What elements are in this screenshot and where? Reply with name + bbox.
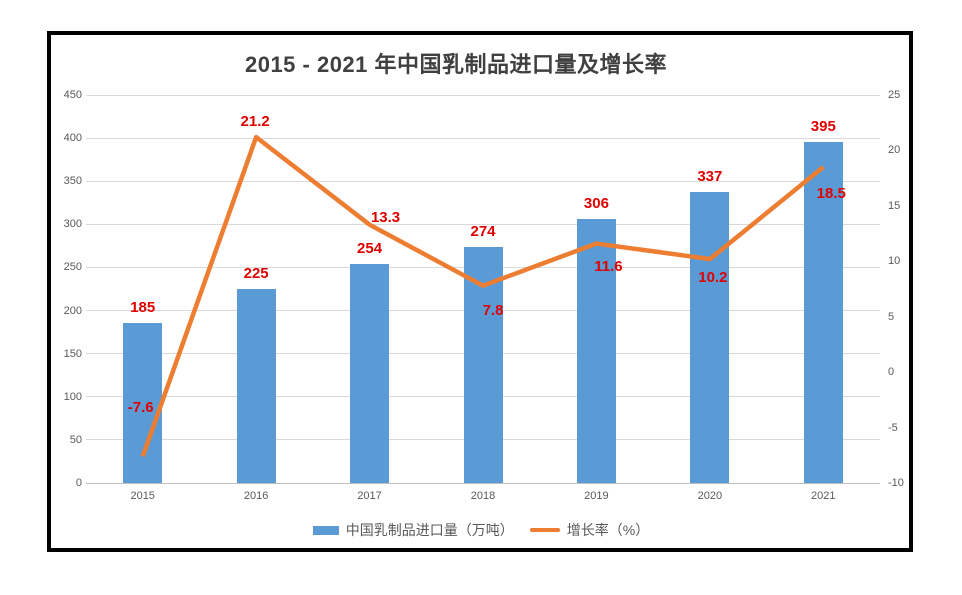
legend: 中国乳制品进口量（万吨） 增长率（%） (0, 520, 962, 540)
bar-value-label: 225 (243, 265, 269, 282)
bar-value-label: 306 (583, 195, 609, 213)
x-axis-category-label: 2016 (243, 490, 269, 502)
bar (350, 263, 390, 483)
line-value-label: 13.3 (370, 208, 401, 226)
x-axis-category-label: 2017 (357, 490, 382, 502)
line-value-label: 11.6 (594, 257, 623, 275)
legend-item-imports: 中国乳制品进口量（万吨） (312, 520, 514, 540)
right-axis-tick-label: -10 (888, 477, 904, 489)
gridline (86, 94, 880, 96)
bar (236, 289, 276, 483)
line-value-label: 10.2 (698, 269, 728, 287)
left-axis-tick-label: 150 (63, 347, 82, 360)
right-axis-tick-label: 0 (888, 366, 895, 379)
x-axis-category-label: 2021 (811, 490, 836, 502)
line-value-label: -7.6 (127, 399, 154, 417)
legend-item-growth: 增长率（%） (529, 520, 650, 540)
left-axis-tick-label: 450 (63, 89, 82, 101)
left-axis-tick-label: 400 (63, 132, 82, 145)
left-axis-tick-label: 0 (75, 477, 82, 489)
x-axis-category-label: 2020 (697, 490, 723, 502)
right-axis-tick-label: 20 (888, 144, 901, 157)
left-axis-tick-label: 50 (69, 433, 82, 446)
left-axis-tick-label: 200 (63, 304, 82, 317)
legend-label-growth: 增长率（%） (566, 522, 650, 538)
left-axis-tick-label: 250 (63, 261, 82, 274)
left-axis-tick-label: 300 (63, 218, 82, 231)
right-axis-tick-label: 5 (888, 310, 895, 323)
left-axis-tick-label: 100 (63, 390, 82, 403)
bar (803, 142, 843, 483)
line-value-label: 21.2 (240, 113, 270, 131)
growth-line (140, 134, 825, 458)
x-axis-category-label: 2018 (470, 490, 496, 502)
bar-value-label: 395 (810, 118, 836, 136)
line-value-label: 7.8 (482, 301, 504, 319)
legend-label-imports: 中国乳制品进口量（万吨） (345, 522, 514, 538)
bar-value-label: 337 (697, 168, 723, 186)
gridline (86, 137, 880, 139)
bar-value-label: 274 (470, 222, 496, 240)
right-axis-tick-label: -5 (888, 421, 898, 434)
gridline (86, 180, 880, 182)
bar (576, 219, 616, 483)
left-axis-tick-label: 350 (63, 175, 82, 188)
x-axis-category-label: 2015 (130, 490, 155, 502)
line-value-label: 18.5 (816, 185, 846, 203)
gridline (86, 223, 880, 225)
x-axis-line (86, 483, 880, 484)
bar-value-label: 254 (357, 239, 383, 257)
bar (690, 192, 730, 483)
line-series-swatch-icon (529, 528, 560, 532)
right-axis-tick-label: 15 (888, 199, 901, 212)
right-axis-tick-label: 25 (888, 89, 901, 101)
bar (123, 323, 163, 483)
bar-value-label: 185 (130, 299, 156, 317)
bar-series-swatch-icon (312, 525, 339, 535)
chart-title: 2015 - 2021 年中国乳制品进口量及增长率 (244, 52, 668, 77)
growth-line-path (140, 134, 825, 458)
right-axis-tick-label: 10 (888, 255, 901, 268)
x-axis-category-label: 2019 (584, 490, 609, 502)
